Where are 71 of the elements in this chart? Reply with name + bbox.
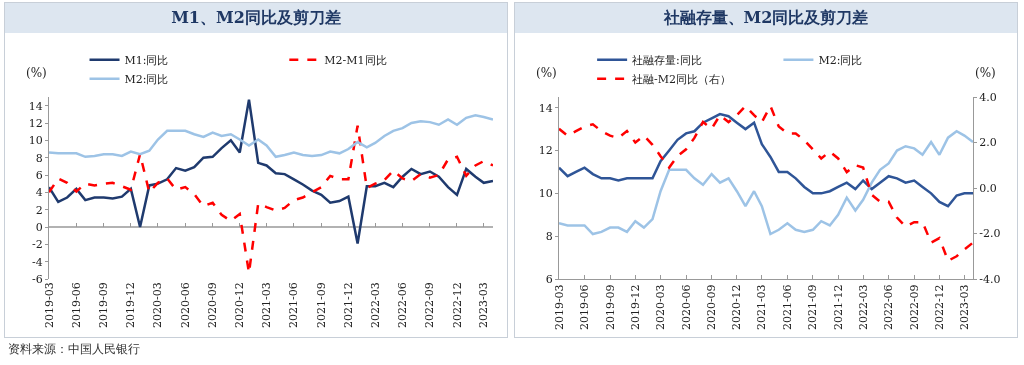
x-tick-label: 2021-06 bbox=[287, 282, 301, 328]
x-tick-label: 2022-03 bbox=[856, 284, 870, 331]
x-tick-label: 2021-09 bbox=[806, 284, 820, 331]
legend-label: M1:同比 bbox=[124, 54, 169, 68]
y2-tick-label: -4.0 bbox=[979, 272, 1001, 286]
y-tick-label: 12 bbox=[28, 116, 43, 130]
y-tick-label: 12 bbox=[538, 144, 553, 158]
legend-label: M2-M1同比 bbox=[324, 54, 387, 68]
legend-label: M2:同比 bbox=[818, 54, 863, 68]
y-axis-title: (%) bbox=[26, 66, 47, 80]
x-tick-label: 2020-12 bbox=[233, 282, 247, 328]
y2-tick-label: -2.0 bbox=[979, 227, 1001, 241]
x-tick-label: 2020-09 bbox=[705, 284, 719, 331]
x-tick-label: 2019-03 bbox=[42, 282, 56, 328]
x-tick-label: 2021-03 bbox=[755, 284, 769, 331]
line-series bbox=[49, 113, 493, 159]
x-tick-label: 2020-03 bbox=[654, 284, 668, 331]
x-tick-label: 2019-09 bbox=[603, 284, 617, 331]
y-tick-label: 6 bbox=[35, 168, 43, 182]
chart-title: 社融存量、M2同比及剪刀差 bbox=[515, 3, 1017, 33]
x-tick-label: 2020-12 bbox=[730, 284, 744, 331]
x-tick-label: 2022-03 bbox=[368, 282, 382, 328]
x-tick-label: 2023-03 bbox=[477, 282, 491, 328]
line-series bbox=[559, 104, 973, 263]
line-series bbox=[559, 112, 973, 208]
legend-label: M2:同比 bbox=[124, 73, 169, 87]
x-tick-label: 2022-06 bbox=[396, 282, 410, 328]
legend-label: 社融存量:同比 bbox=[632, 54, 702, 68]
y-axis-title: (%) bbox=[536, 66, 557, 80]
y-tick-label: -2 bbox=[32, 238, 43, 252]
x-tick-label: 2019-12 bbox=[124, 282, 138, 328]
legend-label: 社融-M2同比（右） bbox=[632, 73, 732, 87]
x-tick-label: 2020-03 bbox=[151, 282, 165, 328]
x-tick-label: 2022-09 bbox=[907, 284, 921, 331]
x-tick-label: 2021-03 bbox=[260, 282, 274, 328]
x-tick-label: 2020-06 bbox=[178, 282, 192, 328]
x-tick-label: 2022-12 bbox=[932, 284, 946, 331]
y-tick-label: -4 bbox=[32, 255, 43, 269]
x-tick-label: 2019-09 bbox=[97, 282, 111, 328]
y-tick-label: 10 bbox=[538, 187, 553, 201]
y-tick-label: 4 bbox=[35, 186, 43, 200]
x-tick-label: 2021-06 bbox=[780, 284, 794, 331]
x-tick-label: 2022-09 bbox=[423, 282, 437, 328]
x-tick-label: 2022-12 bbox=[450, 282, 464, 328]
y-tick-label: 8 bbox=[35, 151, 43, 165]
line-series bbox=[559, 130, 973, 236]
chart-title: M1、M2同比及剪刀差 bbox=[5, 3, 507, 33]
y-tick-label: 6 bbox=[545, 272, 553, 286]
y-tick-label: 14 bbox=[538, 101, 553, 115]
y-tick-label: 0 bbox=[35, 220, 43, 234]
y2-tick-label: 0.0 bbox=[979, 181, 997, 195]
x-tick-label: 2019-12 bbox=[628, 284, 642, 331]
x-tick-label: 2023-03 bbox=[957, 284, 971, 331]
y2-axis-title: (%) bbox=[975, 66, 996, 80]
y-tick-label: 14 bbox=[28, 99, 43, 113]
x-tick-label: 2019-06 bbox=[578, 284, 592, 331]
y-tick-label: -6 bbox=[32, 272, 43, 286]
y-tick-label: 10 bbox=[28, 134, 43, 148]
x-tick-label: 2019-03 bbox=[552, 284, 566, 331]
y2-tick-label: 4.0 bbox=[979, 90, 997, 104]
x-tick-label: 2020-09 bbox=[206, 282, 220, 328]
y-tick-label: 2 bbox=[35, 203, 43, 217]
x-tick-label: 2019-06 bbox=[69, 282, 83, 328]
y2-tick-label: 2.0 bbox=[979, 136, 997, 150]
text: 资料来源：中国人民银行 bbox=[8, 341, 140, 358]
x-tick-label: 2021-12 bbox=[341, 282, 355, 328]
x-tick-label: 2020-06 bbox=[679, 284, 693, 331]
x-tick-label: 2021-09 bbox=[314, 282, 328, 328]
x-tick-label: 2021-12 bbox=[831, 284, 845, 331]
y-tick-label: 8 bbox=[545, 230, 553, 244]
x-tick-label: 2022-06 bbox=[882, 284, 896, 331]
